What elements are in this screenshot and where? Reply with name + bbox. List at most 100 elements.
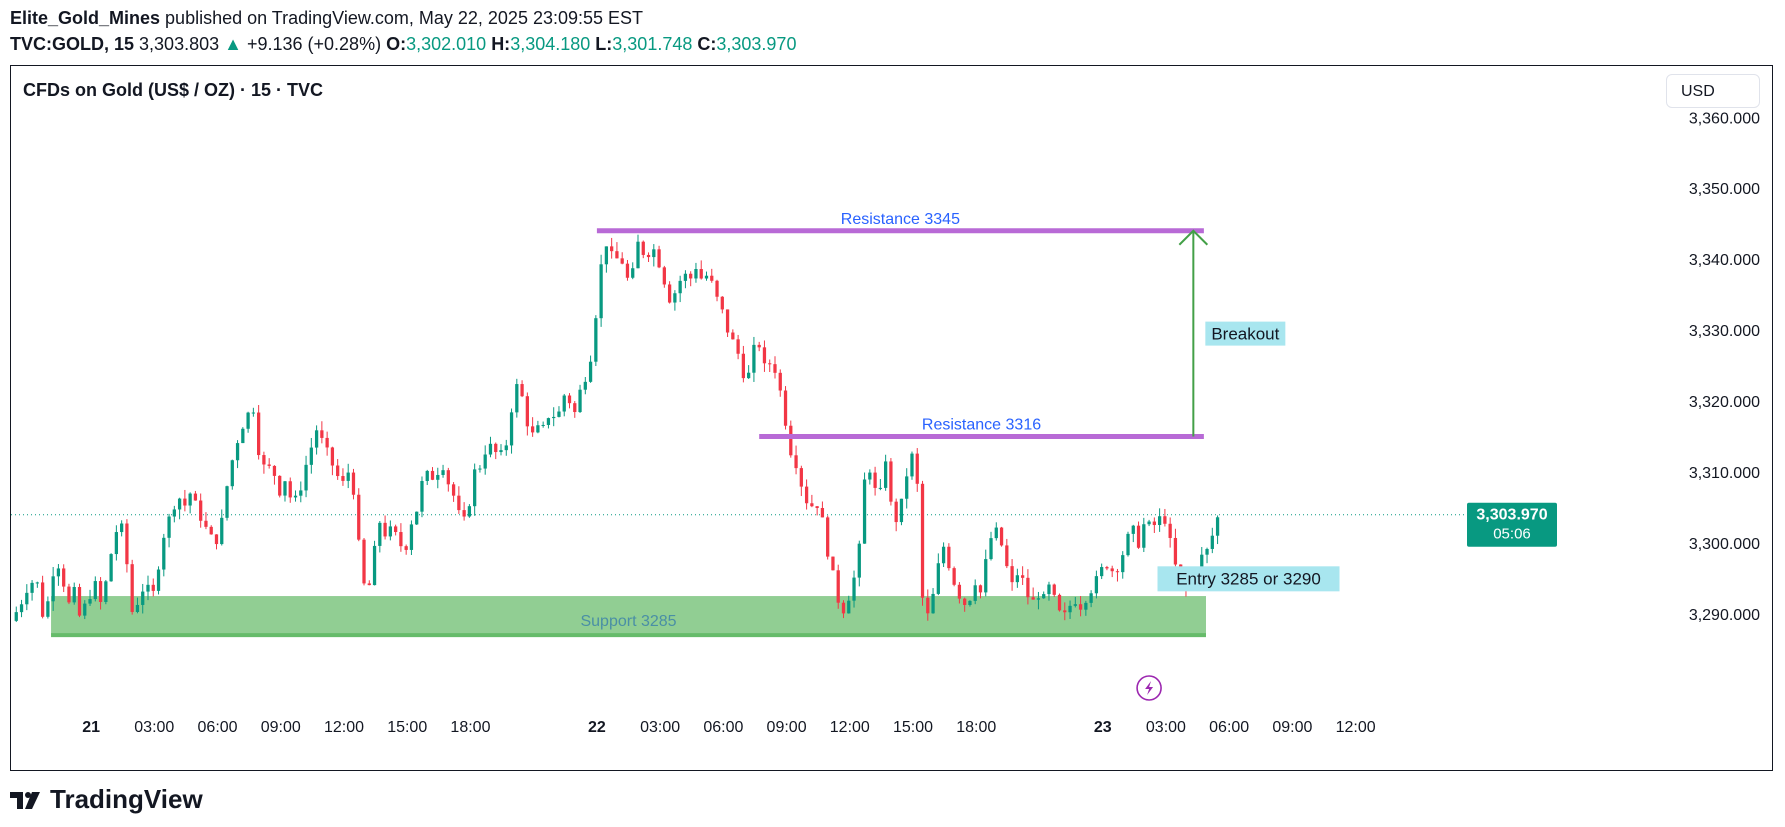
candle-body	[1131, 525, 1135, 534]
x-tick-label: 03:00	[1146, 719, 1186, 736]
candle-body	[1047, 584, 1051, 595]
candle-body	[920, 483, 925, 598]
candle-body	[778, 372, 782, 391]
candle-body	[72, 587, 76, 603]
ohlc-line: TVC:GOLD, 15 3,303.803 ▲ +9.136 (+0.28%)…	[10, 32, 1770, 56]
x-tick-label: 12:00	[830, 719, 870, 736]
candle-body	[620, 258, 624, 264]
candle-body	[235, 443, 240, 461]
candle-body	[773, 364, 777, 373]
candle-body	[699, 269, 703, 279]
breakout-label-bg	[1205, 321, 1286, 346]
candle-body	[947, 546, 951, 569]
x-tick-label: 12:00	[1336, 719, 1376, 736]
candle-body	[610, 246, 614, 252]
candle-body	[35, 582, 39, 584]
candle-body	[325, 437, 329, 448]
x-tick-label: 22	[588, 719, 606, 736]
candle-body	[272, 465, 277, 476]
candle-body	[841, 602, 846, 614]
candle-body	[1147, 521, 1151, 525]
x-tick-label: 09:00	[767, 719, 807, 736]
y-tick-label: 3,290.000	[1689, 607, 1760, 624]
last-price-value: 3,303.970	[1476, 507, 1547, 524]
candle-body	[251, 412, 256, 414]
candle-body	[820, 508, 825, 518]
candle-body	[320, 430, 324, 438]
candle-body	[952, 568, 956, 585]
candle-body	[915, 453, 919, 484]
candle-body	[852, 577, 856, 601]
candle-body	[857, 543, 861, 578]
author-name[interactable]: Elite_Gold_Mines	[10, 8, 161, 28]
tradingview-footer[interactable]: TradingView	[10, 784, 203, 815]
candle-body	[193, 493, 198, 501]
candle-body	[899, 498, 904, 523]
candle-body	[557, 411, 561, 417]
candle-body	[1089, 593, 1093, 603]
price-chart[interactable]: 3,290.000 3,300.000 3,310.000 3,320.000 3,33…	[11, 66, 1772, 770]
candle-body	[731, 332, 735, 340]
candle-body	[483, 454, 487, 469]
candle-body	[40, 582, 45, 617]
x-tick-label: 12:00	[324, 719, 364, 736]
candle-body	[425, 470, 429, 482]
candle-body	[77, 587, 82, 616]
candle-body	[578, 389, 582, 413]
candle-body	[657, 249, 661, 268]
candle-body	[794, 455, 798, 469]
x-tick-label: 03:00	[640, 719, 680, 736]
candle-body	[768, 363, 772, 365]
candle-body	[931, 593, 935, 614]
candle-body	[530, 426, 535, 433]
candle-body	[383, 522, 387, 537]
candle-body	[736, 339, 740, 354]
candle-body	[641, 241, 645, 255]
open-label: O:	[386, 34, 407, 54]
chart-frame[interactable]: 3,290.000 3,300.000 3,310.000 3,320.000 3,33…	[10, 65, 1773, 771]
candle-body	[104, 581, 108, 602]
candle-body	[1157, 516, 1162, 526]
candle-body	[199, 500, 203, 521]
candle-body	[905, 476, 909, 499]
candle-body	[815, 506, 819, 509]
candle-body	[562, 395, 566, 412]
candle-body	[741, 353, 746, 379]
candle-body	[336, 465, 340, 477]
currency-button[interactable]: USD	[1666, 74, 1760, 108]
bar-countdown: 05:06	[1493, 526, 1531, 543]
candle-body	[689, 273, 693, 279]
candle-body	[1015, 575, 1019, 583]
candle-body	[978, 585, 983, 593]
candle-body	[188, 493, 192, 506]
candle-body	[1052, 584, 1056, 595]
x-tick-label: 09:00	[1272, 719, 1312, 736]
candle-body	[351, 472, 356, 495]
x-tick-label: 06:00	[703, 719, 743, 736]
candle-body	[999, 527, 1004, 546]
candle-body	[378, 522, 382, 546]
candle-body	[309, 447, 313, 465]
candle-body	[541, 424, 545, 426]
candle-body	[288, 481, 292, 498]
candle-body	[1215, 517, 1220, 536]
x-tick-label: 15:00	[893, 719, 933, 736]
candle-body	[868, 472, 872, 480]
candle-body	[1084, 602, 1088, 610]
candle-body	[130, 564, 134, 612]
candle-body	[599, 264, 603, 319]
candle-body	[1126, 533, 1130, 556]
candle-body	[678, 280, 682, 294]
published-text: published on TradingView.com, May 22, 20…	[160, 8, 644, 28]
candle-body	[183, 498, 187, 506]
brand-name: TradingView	[50, 784, 203, 814]
candle-body	[441, 470, 445, 475]
candle-body	[341, 476, 345, 481]
candle-body	[747, 372, 751, 379]
candle-body	[752, 344, 756, 373]
y-tick-label: 3,330.000	[1689, 323, 1760, 340]
candle-body	[167, 516, 171, 538]
candle-body	[246, 412, 250, 429]
candle-body	[652, 249, 656, 258]
candle-body	[1031, 597, 1035, 600]
